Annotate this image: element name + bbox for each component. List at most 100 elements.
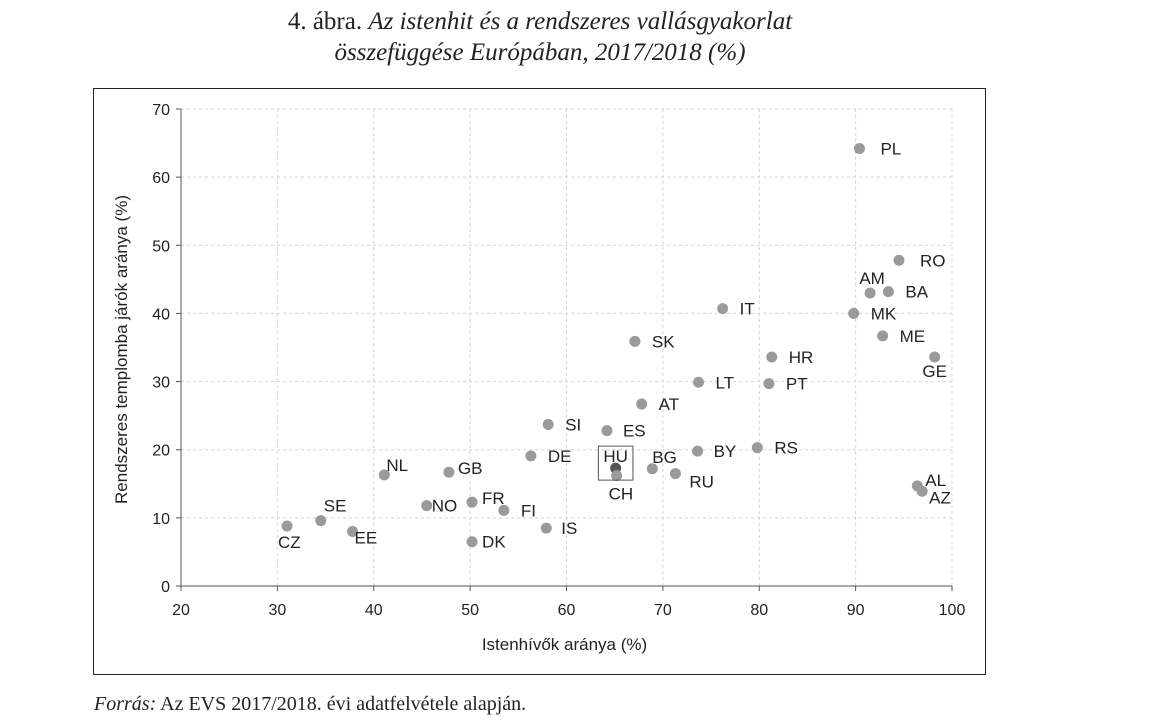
y-tick-label: 0	[161, 579, 170, 596]
point-label-es: ES	[623, 422, 646, 441]
x-tick-label: 80	[750, 602, 768, 619]
x-tick-label: 50	[461, 602, 479, 619]
point-label-fi: FI	[521, 501, 536, 520]
y-axis-title: Rendszeres templomba járók aránya (%)	[112, 195, 131, 504]
point-label-pt: PT	[786, 375, 808, 394]
data-point-fr	[466, 496, 478, 508]
point-label-pl: PL	[880, 140, 901, 159]
figure-title-text1: Az istenhit és a rendszeres vallásgyakor…	[368, 8, 793, 35]
point-label-fr: FR	[482, 489, 505, 508]
data-point-mk	[848, 307, 860, 319]
data-point-az	[916, 485, 928, 497]
point-label-cz: CZ	[278, 533, 301, 552]
x-tick-label: 70	[654, 602, 672, 619]
point-label-is: IS	[561, 519, 577, 538]
point-label-mk: MK	[871, 304, 897, 323]
y-tick-label: 70	[152, 102, 170, 119]
data-point-dk	[466, 536, 478, 548]
point-label-si: SI	[565, 416, 581, 435]
point-label-ru: RU	[689, 473, 714, 492]
source-label: Forrás:	[94, 693, 157, 715]
data-point-se	[315, 515, 327, 527]
data-point-es	[601, 425, 613, 437]
y-tick-label: 40	[152, 306, 170, 323]
point-label-by: BY	[714, 442, 737, 461]
point-label-al: AL	[925, 471, 946, 490]
data-point-me	[877, 330, 889, 342]
highlight-box	[597, 445, 634, 481]
data-point-rs	[751, 442, 763, 454]
y-tick-label: 20	[152, 443, 170, 460]
data-point-lt	[693, 376, 705, 388]
data-point-is	[540, 522, 552, 534]
point-label-se: SE	[324, 497, 347, 516]
point-label-ba: BA	[905, 283, 928, 302]
figure-number: 4. ábra.	[287, 8, 363, 35]
x-axis-title: Istenhívők aránya (%)	[482, 635, 647, 654]
x-tick-label: 100	[939, 602, 966, 619]
chart-frame	[93, 88, 986, 675]
point-label-rs: RS	[774, 439, 798, 458]
data-points	[281, 143, 941, 548]
data-point-ba	[882, 286, 894, 298]
point-label-hr: HR	[789, 348, 814, 367]
point-label-me: ME	[900, 327, 926, 346]
point-label-ee: EE	[355, 528, 378, 547]
point-label-no: NO	[432, 497, 458, 516]
point-label-at: AT	[659, 395, 679, 414]
figure-title-line2: összefüggése Európában, 2017/2018 (%)	[334, 39, 746, 66]
point-label-lt: LT	[716, 373, 735, 392]
x-tick-label: 90	[847, 602, 865, 619]
data-point-si	[542, 419, 554, 431]
grid	[181, 108, 953, 586]
data-point-hr	[766, 351, 778, 363]
data-point-cz	[281, 520, 293, 532]
point-label-dk: DK	[482, 533, 506, 552]
point-label-ch: CH	[609, 485, 634, 504]
x-tick-label: 30	[268, 602, 286, 619]
tick-labels: 0 10 20 30 40 50 60 70 20 30 40 50 60 70 80 90 100	[152, 102, 965, 619]
point-label-am: AM	[859, 269, 885, 288]
data-point-fi	[498, 504, 510, 516]
point-label-az: AZ	[929, 488, 951, 507]
data-point-gb	[443, 466, 455, 478]
figure-title-line1: 4. ábra. Az istenhit és a rendszeres val…	[0, 6, 1080, 37]
point-label-hu: HU	[603, 447, 628, 466]
data-point-ge	[929, 351, 941, 363]
x-tick-label: 40	[365, 602, 383, 619]
data-point-sk	[629, 335, 641, 347]
data-point-pt	[763, 378, 775, 390]
data-point-am	[864, 287, 876, 299]
point-label-ro: RO	[920, 251, 946, 270]
data-point-bg	[646, 463, 658, 475]
y-tick-label: 30	[152, 375, 170, 392]
x-tick-label: 20	[172, 602, 190, 619]
point-label-bg: BG	[652, 448, 677, 467]
data-point-no	[421, 500, 433, 512]
point-label-sk: SK	[652, 332, 675, 351]
data-point-ru	[669, 468, 681, 480]
data-point-at	[636, 398, 648, 410]
data-point-de	[525, 450, 537, 462]
point-label-de: DE	[548, 447, 572, 466]
data-point-it	[717, 303, 729, 315]
point-label-gb: GB	[458, 459, 483, 478]
figure-title: 4. ábra. Az istenhit és a rendszeres val…	[0, 6, 1080, 68]
y-tick-label: 10	[152, 511, 170, 528]
source-note: Forrás: Az EVS 2017/2018. évi adatfelvét…	[94, 693, 526, 716]
y-tick-label: 60	[152, 170, 170, 187]
point-label-ge: GE	[922, 362, 947, 381]
data-point-ch	[611, 470, 623, 482]
data-point-ro	[893, 254, 905, 266]
point-label-it: IT	[740, 300, 755, 319]
data-point-nl	[378, 469, 390, 481]
y-tick-label: 50	[152, 238, 170, 255]
axes	[176, 108, 953, 591]
data-point-ee	[347, 525, 359, 537]
data-point-by	[692, 445, 704, 457]
data-point-pl	[853, 143, 865, 155]
source-text: Az EVS 2017/2018. évi adatfelvétele alap…	[160, 693, 527, 715]
x-tick-label: 60	[558, 602, 576, 619]
